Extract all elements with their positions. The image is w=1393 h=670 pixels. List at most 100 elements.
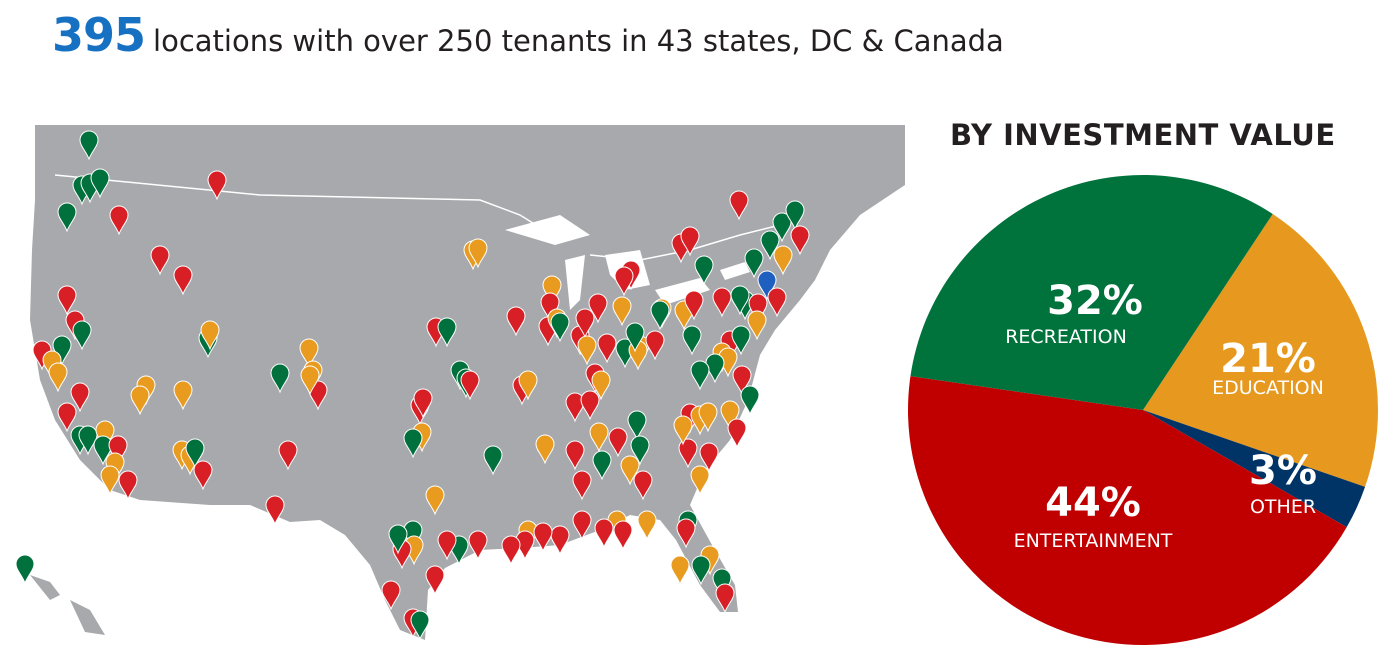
location-pin — [278, 440, 298, 471]
location-pin — [388, 524, 408, 555]
location-pin — [173, 380, 193, 411]
pie-slice-recreation — [910, 175, 1273, 410]
location-pin — [90, 168, 110, 199]
pie-title: BY INVESTMENT VALUE — [950, 118, 1336, 152]
pie-category-label: EDUCATION — [1212, 377, 1324, 399]
location-count: 395 — [52, 8, 146, 62]
location-pin — [785, 200, 805, 231]
location-pin — [684, 290, 704, 321]
location-pin — [193, 460, 213, 491]
pie-value-label: 3% — [1249, 448, 1317, 494]
pie-slice-education — [1143, 214, 1378, 487]
location-pin — [740, 385, 760, 416]
locations-map — [15, 125, 905, 641]
location-pin — [588, 293, 608, 324]
location-pin — [468, 238, 488, 269]
location-pin — [691, 555, 711, 586]
location-pin — [15, 554, 35, 585]
location-pin — [670, 555, 690, 586]
pie-category-label: OTHER — [1250, 496, 1316, 518]
location-pin — [72, 320, 92, 351]
location-pin — [772, 212, 792, 243]
location-pin — [468, 530, 488, 561]
location-pin — [589, 422, 609, 453]
location-pin — [381, 580, 401, 611]
location-pin — [565, 392, 585, 423]
location-pin — [79, 130, 99, 161]
location-pin — [614, 266, 634, 297]
location-pin — [403, 428, 423, 459]
location-pin — [207, 170, 227, 201]
pie-category-label: RECREATION — [1005, 326, 1127, 348]
location-pin — [580, 390, 600, 421]
location-pin — [577, 335, 597, 366]
location-pin — [533, 522, 553, 553]
location-pin — [790, 225, 810, 256]
location-pin — [575, 308, 595, 339]
location-pin — [625, 322, 645, 353]
location-pin — [425, 565, 445, 596]
location-pin — [70, 382, 90, 413]
location-pin — [729, 190, 749, 221]
location-pin — [698, 402, 718, 433]
location-pin — [265, 495, 285, 526]
location-pin — [299, 338, 319, 369]
location-pin — [613, 520, 633, 551]
location-pin — [690, 465, 710, 496]
location-pin — [413, 388, 433, 419]
location-pin — [680, 226, 700, 257]
location-pin — [460, 370, 480, 401]
location-pin — [591, 370, 611, 401]
pie-value-label: 32% — [1047, 278, 1143, 324]
location-pin — [565, 440, 585, 471]
location-pin — [506, 306, 526, 337]
pie-slice-entertainment — [908, 376, 1347, 645]
location-pin — [572, 470, 592, 501]
location-pin — [715, 583, 735, 614]
location-pin — [730, 285, 750, 316]
location-pin — [93, 435, 113, 466]
location-pin — [620, 455, 640, 486]
location-pin — [773, 245, 793, 276]
location-pin — [501, 535, 521, 566]
location-pin — [437, 530, 457, 561]
location-pin — [720, 400, 740, 431]
pie-value-label: 21% — [1220, 336, 1316, 382]
headline-text: locations with over 250 tenants in 43 st… — [153, 24, 1004, 58]
location-pin — [410, 610, 430, 641]
location-pin — [627, 410, 647, 441]
location-pin — [100, 465, 120, 496]
location-pin — [437, 317, 457, 348]
location-pin — [542, 275, 562, 306]
location-pin — [57, 402, 77, 433]
location-pin — [57, 202, 77, 233]
location-pin — [130, 385, 150, 416]
location-pin — [550, 312, 570, 343]
location-pin — [633, 470, 653, 501]
location-pin — [712, 287, 732, 318]
location-pin — [109, 205, 129, 236]
location-pin — [757, 270, 777, 301]
location-pin — [727, 418, 747, 449]
location-pin — [594, 518, 614, 549]
location-pin — [637, 510, 657, 541]
pie-slice-other — [1143, 410, 1366, 528]
location-pin — [200, 320, 220, 351]
location-pin — [572, 510, 592, 541]
location-pin — [748, 293, 768, 324]
location-pin — [185, 438, 205, 469]
location-pin — [118, 470, 138, 501]
location-pin — [630, 435, 650, 466]
location-pin — [673, 415, 693, 446]
pie-value-label: 44% — [1045, 480, 1141, 526]
location-pin — [645, 330, 665, 361]
location-pin — [592, 450, 612, 481]
location-pin — [300, 365, 320, 396]
location-pin — [682, 325, 702, 356]
location-pin — [690, 360, 710, 391]
location-pin — [699, 442, 719, 473]
location-pin — [173, 265, 193, 296]
location-pin — [425, 485, 445, 516]
location-pin — [760, 230, 780, 261]
location-pin — [732, 365, 752, 396]
